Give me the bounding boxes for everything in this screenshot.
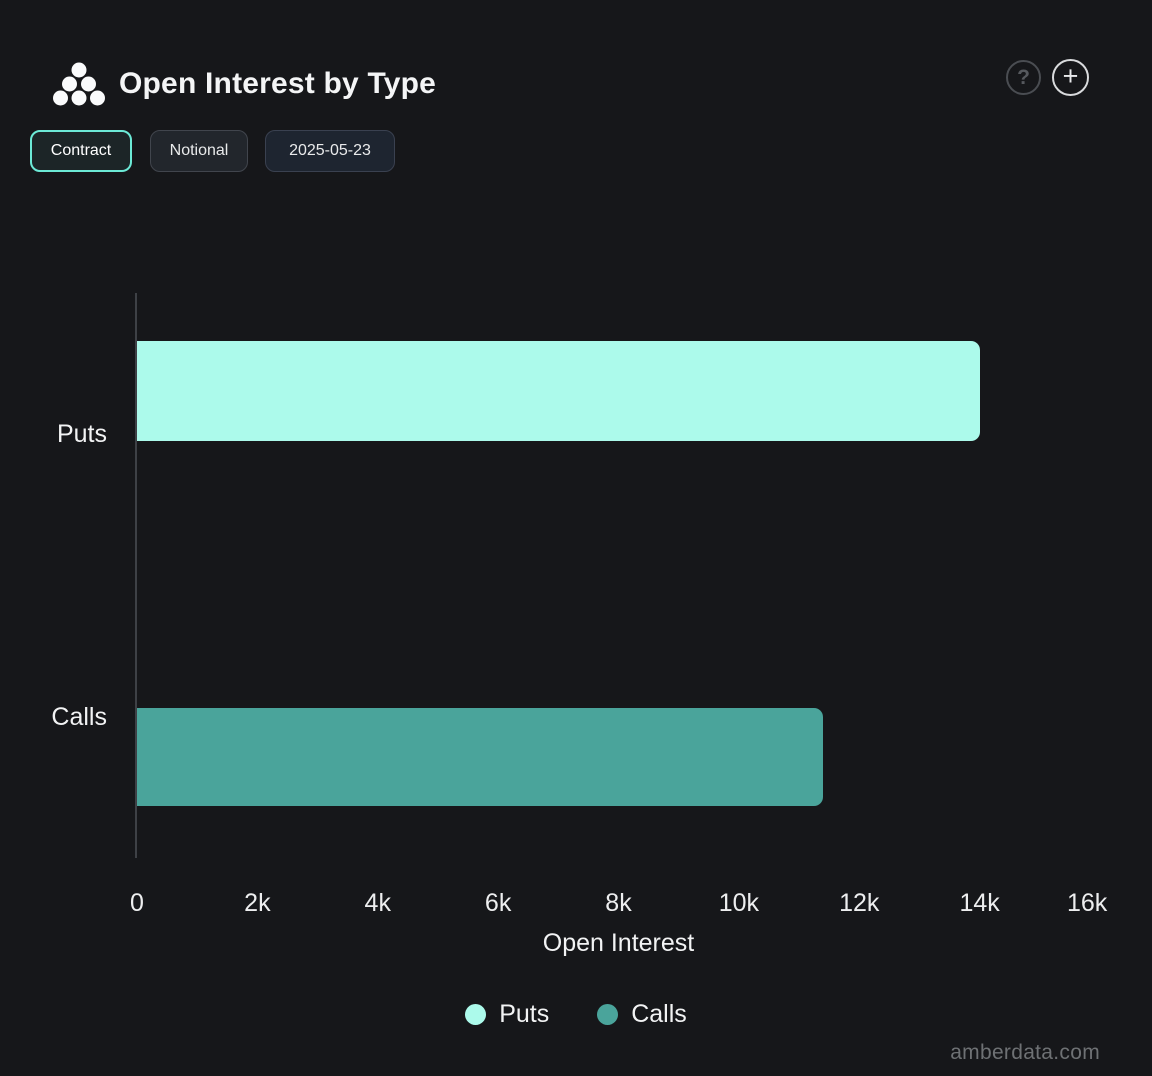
x-tick-label: 2k xyxy=(244,889,271,917)
x-tick-label: 12k xyxy=(839,889,880,917)
x-tick-label: 6k xyxy=(484,889,512,917)
plus-icon: + xyxy=(1062,61,1079,91)
add-button[interactable]: + xyxy=(1052,59,1089,96)
toolbar: Contract Notional 2025-05-23 xyxy=(0,130,1152,172)
amberdata-logo-icon xyxy=(53,62,105,106)
x-tick-label: 4k xyxy=(364,889,391,917)
y-axis-line xyxy=(135,293,137,858)
x-tick-label: 14k xyxy=(959,889,1000,917)
plot-area xyxy=(137,293,1100,858)
watermark: amberdata.com xyxy=(950,1041,1100,1064)
legend-swatch-icon xyxy=(465,1003,487,1025)
x-axis: 0 2k 4k 6k 8k 10k 12k 14k 16k xyxy=(130,889,1107,919)
legend-label: Puts xyxy=(499,999,550,1028)
date-button[interactable]: 2025-05-23 xyxy=(265,130,395,172)
legend-label: Calls xyxy=(631,999,687,1028)
x-tick-label: 10k xyxy=(718,889,760,917)
category-label-calls: Calls xyxy=(51,703,107,731)
x-tick-label: 16k xyxy=(1066,889,1108,917)
notional-button[interactable]: Notional xyxy=(150,130,248,172)
category-label-puts: Puts xyxy=(56,420,107,448)
x-axis-title: Open Interest xyxy=(542,929,695,957)
page-title: Open Interest by Type xyxy=(119,67,437,100)
help-button[interactable]: ? xyxy=(1006,60,1041,95)
legend-item-puts[interactable]: Puts xyxy=(465,1000,549,1029)
x-tick-label: 8k xyxy=(605,889,632,917)
question-mark-icon: ? xyxy=(1017,65,1030,89)
legend: Puts Calls xyxy=(0,998,1152,1030)
legend-swatch-icon xyxy=(597,1003,619,1025)
contract-button[interactable]: Contract xyxy=(30,130,132,172)
bar-calls[interactable] xyxy=(137,708,824,806)
bar-puts[interactable] xyxy=(137,341,980,441)
x-tick-label: 0 xyxy=(130,889,144,917)
legend-item-calls[interactable]: Calls xyxy=(597,1000,687,1029)
